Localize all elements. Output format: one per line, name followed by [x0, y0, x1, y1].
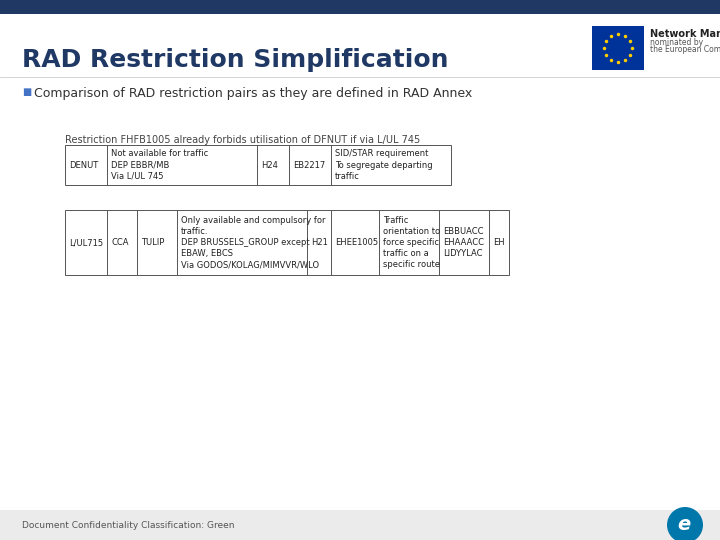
Text: RAD Restriction Simplification: RAD Restriction Simplification: [22, 48, 449, 72]
Text: DENUT: DENUT: [69, 160, 98, 170]
Text: Traffic
orientation to
force specific
traffic on a
specific route: Traffic orientation to force specific tr…: [383, 216, 440, 269]
Bar: [0, 510, 720, 540]
Circle shape: [667, 507, 703, 540]
Text: Restriction FHFB1005 already forbids utilisation of DFNUT if via L/UL 745: Restriction FHFB1005 already forbids uti…: [65, 135, 420, 145]
Text: Only available and compulsory for
traffic.
DEP BRUSSELS_GROUP except
EBAW, EBCS
: Only available and compulsory for traffi…: [181, 216, 325, 269]
Text: EH: EH: [493, 238, 505, 247]
Bar: [592, 26, 644, 70]
Text: H21: H21: [311, 238, 328, 247]
Text: H24: H24: [261, 160, 278, 170]
Bar: [0, 0, 720, 14]
Text: the European Commission: the European Commission: [650, 45, 720, 54]
Bar: [65, 210, 509, 275]
Text: ■: ■: [22, 87, 31, 97]
Text: TULIP: TULIP: [141, 238, 164, 247]
Bar: [65, 145, 451, 185]
Text: Not available for traffic
DEP EBBR/MB
Via L/UL 745: Not available for traffic DEP EBBR/MB Vi…: [111, 150, 208, 180]
Text: EBBUACC
EHAAACC
LIDYYLAC: EBBUACC EHAAACC LIDYYLAC: [443, 227, 484, 258]
Text: CCA: CCA: [111, 238, 128, 247]
Bar: [65, 145, 451, 185]
Text: Comparison of RAD restriction pairs as they are defined in RAD Annex: Comparison of RAD restriction pairs as t…: [34, 87, 472, 100]
Text: EB2217: EB2217: [293, 160, 325, 170]
Text: SID/STAR requirement
To segregate departing
traffic: SID/STAR requirement To segregate depart…: [335, 150, 433, 180]
Text: e: e: [678, 515, 690, 534]
Text: EHEE1005: EHEE1005: [335, 238, 378, 247]
Bar: [65, 210, 509, 275]
Text: Document Confidentiality Classification: Green: Document Confidentiality Classification:…: [22, 521, 235, 530]
Text: nominated by: nominated by: [650, 38, 703, 47]
Text: Network Manager: Network Manager: [650, 29, 720, 39]
Text: L/UL715: L/UL715: [69, 238, 103, 247]
